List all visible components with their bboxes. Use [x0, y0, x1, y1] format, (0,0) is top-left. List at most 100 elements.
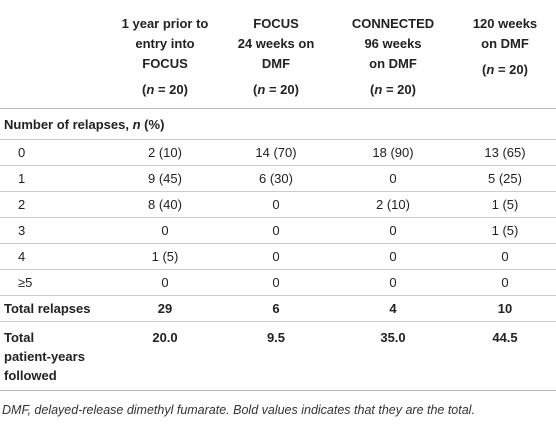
row-label: Total relapses [0, 295, 110, 322]
header-line: 120 weeks [472, 16, 538, 31]
label-line: ≥5 [18, 275, 33, 290]
cell: 0 [454, 243, 556, 270]
cell: 1 (5) [110, 243, 220, 270]
cell: 35.0 [332, 321, 454, 391]
header-line: CONNECTED [351, 16, 435, 31]
variable: n [132, 116, 141, 132]
row-label: 2 [0, 191, 110, 218]
text-part: ( [142, 82, 147, 97]
table-row: Total relapses 29 6 4 10 [0, 295, 556, 322]
header-line: FOCUS [142, 56, 188, 71]
header-row: 1 year prior to entry into FOCUS (n = 20) FO… [0, 0, 556, 109]
label-line: 4 [18, 249, 26, 264]
cell: 0 [332, 269, 454, 296]
cell: 44.5 [454, 321, 556, 391]
footnote: DMF, delayed-release dimethyl fumarate. … [2, 403, 475, 417]
column-header: FOCUS 24 weeks on DMF (n = 20) [220, 0, 332, 109]
text-part: = 20) [494, 62, 528, 77]
text-part: = 20) [154, 82, 188, 97]
cell: 13 (65) [454, 139, 556, 166]
cell: 20.0 [110, 321, 220, 391]
cell: 10 [454, 295, 556, 322]
cell: 18 (90) [332, 139, 454, 166]
label-line: 0 [18, 145, 26, 160]
cell: 0 [220, 191, 332, 218]
cell: 0 [332, 243, 454, 270]
cell: 9 (45) [110, 165, 220, 192]
table-row: 2 8 (40) 0 2 (10) 1 (5) [0, 191, 556, 218]
label-line: 3 [18, 223, 26, 238]
header-line: DMF [261, 56, 291, 71]
header-line: 24 weeks on [237, 36, 315, 51]
text-part: (%) [140, 116, 165, 132]
text-part: = 20) [382, 82, 416, 97]
cell: 0 [110, 269, 220, 296]
header-line: on DMF [481, 36, 529, 51]
text-part: = 20) [265, 82, 299, 97]
section-label: Number of relapses, n (%) [0, 108, 556, 140]
section-row: Number of relapses, n (%) [0, 108, 556, 140]
label-line: followed [4, 368, 57, 383]
column-header: 120 weeks on DMF (n = 20) [454, 0, 556, 109]
cell: 5 (25) [454, 165, 556, 192]
cell: 29 [110, 295, 220, 322]
row-label: 3 [0, 217, 110, 244]
label-line: 1 [18, 171, 26, 186]
cell: 1 (5) [454, 217, 556, 244]
column-header: 1 year prior to entry into FOCUS (n = 20) [110, 0, 220, 109]
header-line: on DMF [369, 56, 417, 71]
row-label: 1 [0, 165, 110, 192]
cell: 6 [220, 295, 332, 322]
variable: n [257, 82, 266, 97]
label-line: patient-years [4, 349, 85, 364]
table-body: Number of relapses, n (%) 0 2 (10) 14 (70) 1… [0, 108, 556, 391]
cell: 4 [332, 295, 454, 322]
cell: 0 [332, 165, 454, 192]
text-part: ( [253, 82, 258, 97]
label-line: Total relapses [4, 301, 91, 316]
sample-size: (n = 20) [112, 80, 218, 100]
cell: 2 (10) [110, 139, 220, 166]
table-row: 1 9 (45) 6 (30) 0 5 (25) [0, 165, 556, 192]
table-row: 0 2 (10) 14 (70) 18 (90) 13 (65) [0, 139, 556, 166]
text-part: Number of relapses, [4, 116, 133, 132]
cell: 0 [110, 217, 220, 244]
cell: 14 (70) [220, 139, 332, 166]
cell: 6 (30) [220, 165, 332, 192]
row-label: ≥5 [0, 269, 110, 296]
cell: 1 (5) [454, 191, 556, 218]
header-line: entry into [135, 36, 195, 51]
sample-size: (n = 20) [456, 60, 554, 80]
header-line: 96 weeks [364, 36, 422, 51]
cell: 0 [332, 217, 454, 244]
cell: 9.5 [220, 321, 332, 391]
label-line: 2 [18, 197, 26, 212]
sample-size: (n = 20) [222, 80, 330, 100]
table-row: ≥5 0 0 0 0 [0, 269, 556, 296]
header-line: FOCUS [253, 16, 299, 31]
data-table: 1 year prior to entry into FOCUS (n = 20) FO… [0, 0, 556, 391]
cell: 2 (10) [332, 191, 454, 218]
variable: n [374, 82, 383, 97]
text-part: ( [370, 82, 375, 97]
cell: 0 [220, 243, 332, 270]
cell: 0 [220, 217, 332, 244]
row-label: Total patient-years followed [0, 321, 110, 391]
row-label: 0 [0, 139, 110, 166]
cell: 0 [220, 269, 332, 296]
variable: n [486, 62, 495, 77]
row-label: 4 [0, 243, 110, 270]
cell: 0 [454, 269, 556, 296]
header-line: 1 year prior to [121, 16, 209, 31]
table-row: Total patient-years followed 20.0 9.5 35.0 44.… [0, 321, 556, 391]
text-part: ( [482, 62, 487, 77]
variable: n [146, 82, 155, 97]
column-header: CONNECTED 96 weeks on DMF (n = 20) [332, 0, 454, 109]
cell: 8 (40) [110, 191, 220, 218]
header-cell [0, 0, 110, 109]
sample-size: (n = 20) [334, 80, 452, 100]
label-line: Total [4, 330, 35, 345]
